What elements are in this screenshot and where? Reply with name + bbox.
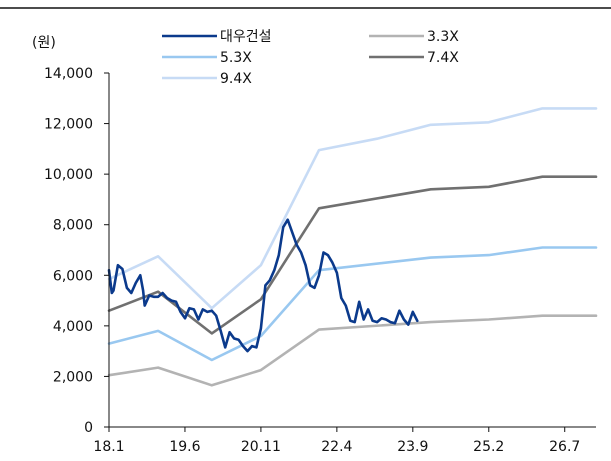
series-line-stock-price — [107, 218, 419, 353]
legend-label: 대우건설 — [220, 29, 272, 45]
y-tick-label: 4,000 — [53, 319, 93, 335]
x-tick-label: 20.11 — [241, 439, 281, 455]
legend: 대우건설 3.3X 5.3X 7.4X 9.4X — [162, 29, 459, 87]
y-unit-label: (원) — [32, 35, 56, 51]
x-tick-label: 23.9 — [397, 439, 428, 455]
y-tick-label: 6,000 — [53, 268, 93, 284]
x-tick-label: 19.6 — [169, 439, 200, 455]
y-tick-label: 2,000 — [53, 369, 93, 385]
x-tick-label: 26.7 — [549, 439, 580, 455]
y-tick-labels: 0 2,000 4,000 6,000 8,000 10,000 12,000 14,000 — [44, 66, 93, 436]
series-line-9-4x — [107, 107, 598, 310]
x-tick-labels: 18.1 19.6 20.11 22.4 23.9 25.2 26.7 — [93, 439, 580, 455]
y-tick-label: 8,000 — [53, 218, 93, 234]
x-tick-label: 25.2 — [473, 439, 504, 455]
series-line-5-3x — [107, 246, 598, 362]
legend-label: 7.4X — [427, 50, 459, 66]
x-tick-label: 22.4 — [321, 439, 352, 455]
legend-label: 3.3X — [427, 29, 459, 45]
series-line-7-4x — [107, 175, 598, 335]
y-tick-label: 12,000 — [44, 117, 93, 133]
y-tick-label: 10,000 — [44, 167, 93, 183]
legend-label: 5.3X — [220, 50, 252, 66]
x-tick-label: 18.1 — [93, 439, 124, 455]
series-line-3-3x — [107, 314, 598, 387]
y-tick-label: 14,000 — [44, 66, 93, 82]
axes — [104, 72, 596, 432]
series-lines — [107, 107, 598, 387]
y-tick-label: 0 — [84, 420, 93, 436]
legend-label: 9.4X — [220, 71, 252, 87]
